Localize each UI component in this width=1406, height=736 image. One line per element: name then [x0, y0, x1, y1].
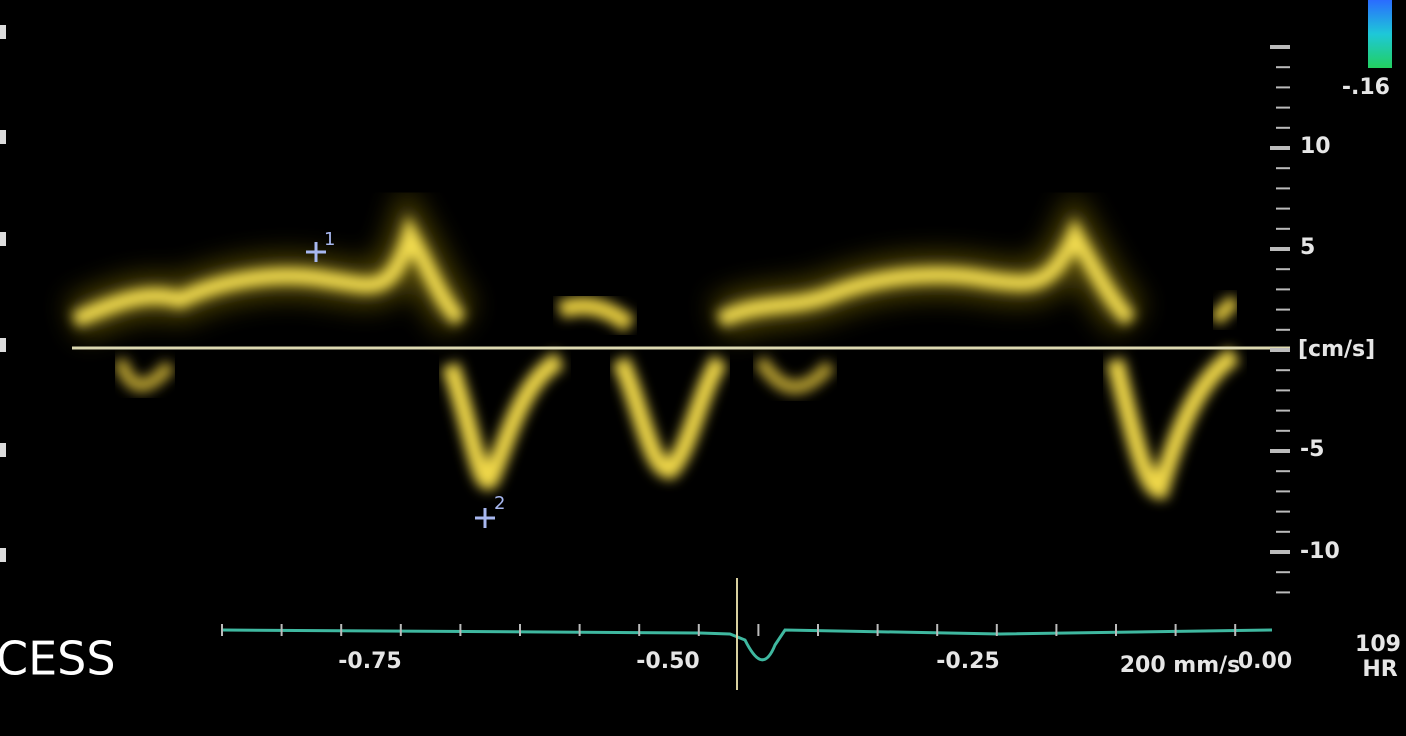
ecg-trace [221, 628, 1273, 662]
time-tick-label: -0.50 [636, 649, 699, 674]
time-tick-label: -0.75 [338, 649, 401, 674]
caliper-label: 1 [324, 229, 335, 250]
velocity-tick-label: -10 [1300, 539, 1340, 564]
caliper-markers [306, 242, 495, 528]
time-scale [221, 624, 1237, 636]
heart-rate-value: 109 [1355, 632, 1401, 657]
color-bar-label: -.16 [1342, 75, 1390, 100]
time-tick-label: -0.25 [936, 649, 999, 674]
velocity-scale [1270, 45, 1290, 594]
caliper-label: 2 [494, 493, 505, 514]
velocity-tick-label: -5 [1300, 437, 1324, 462]
left-edge-marks [0, 25, 6, 562]
side-label: CESS [0, 632, 116, 686]
time-tick-label: 0.00 [1238, 649, 1292, 674]
heart-rate-label: HR [1362, 657, 1397, 682]
velocity-tick-label: 10 [1300, 134, 1331, 159]
doppler-trace [66, 185, 1241, 500]
sweep-speed: 200 mm/s [1120, 653, 1241, 678]
velocity-tick-label: 5 [1300, 235, 1315, 260]
velocity-unit: [cm/s] [1298, 337, 1375, 362]
color-bar [1368, 0, 1392, 68]
